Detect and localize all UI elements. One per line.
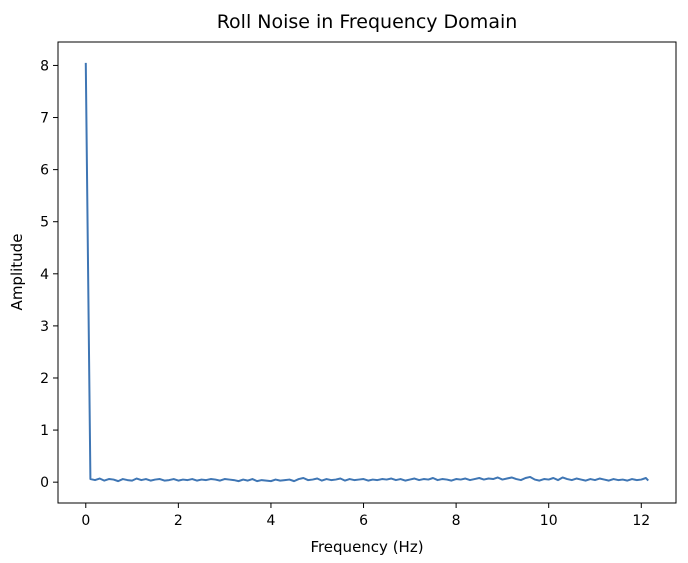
chart-title: Roll Noise in Frequency Domain — [217, 11, 518, 33]
plot-area — [57, 41, 677, 504]
y-tick-label: 6 — [40, 163, 49, 179]
y-tick-label: 4 — [40, 267, 49, 283]
y-tick-label: 2 — [40, 371, 49, 387]
x-tick-label: 12 — [632, 513, 650, 529]
y-tick-label: 1 — [40, 423, 49, 439]
series-line — [84, 62, 649, 483]
y-tick-label: 5 — [40, 215, 49, 231]
x-axis-ticks: 0 2 4 6 8 10 12 — [81, 503, 650, 529]
y-tick-label: 7 — [40, 111, 49, 127]
x-tick-label: 2 — [174, 513, 183, 529]
y-axis-ticks: 0 1 2 3 4 5 6 7 8 — [40, 58, 58, 491]
y-axis-label: Amplitude — [8, 234, 26, 311]
y-tick-label: 0 — [40, 475, 49, 491]
x-tick-label: 4 — [266, 513, 275, 529]
x-tick-label: 6 — [359, 513, 368, 529]
y-tick-label: 3 — [40, 319, 49, 335]
x-tick-label: 8 — [452, 513, 461, 529]
y-tick-label: 8 — [40, 58, 49, 74]
x-axis-label: Frequency (Hz) — [310, 538, 423, 556]
x-tick-label: 10 — [540, 513, 558, 529]
x-tick-label: 0 — [81, 513, 90, 529]
